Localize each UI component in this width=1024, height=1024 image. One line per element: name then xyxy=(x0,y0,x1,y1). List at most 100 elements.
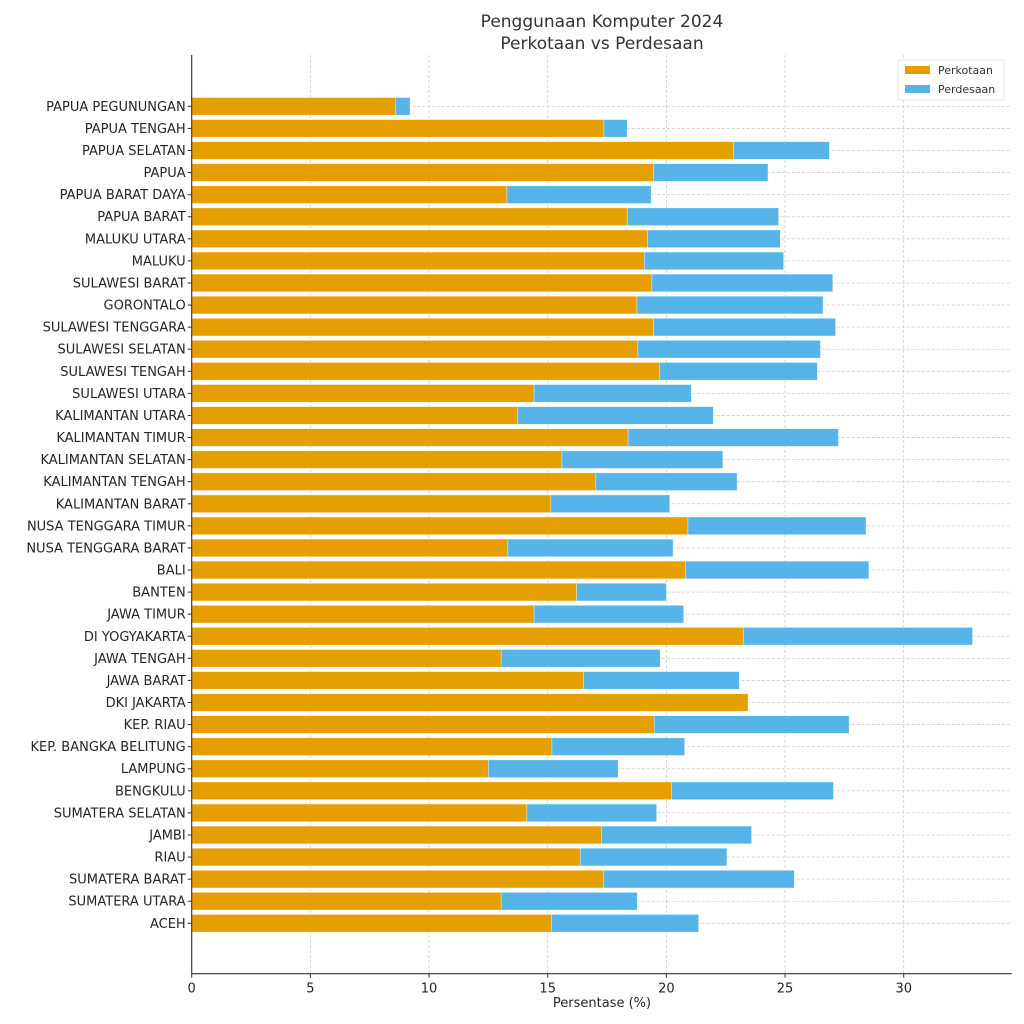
y-tick-label: ACEH xyxy=(150,917,186,932)
y-tick-label: JAWA TENGAH xyxy=(93,652,186,667)
bar-perdesaan xyxy=(550,494,670,513)
bar-perdesaan xyxy=(595,472,738,491)
bar-perdesaan xyxy=(603,119,628,138)
bar-perdesaan xyxy=(395,97,411,116)
y-tick-label: KALIMANTAN TIMUR xyxy=(56,431,185,446)
bar-perdesaan xyxy=(653,318,836,337)
bar-perdesaan xyxy=(637,340,821,359)
bar-perdesaan xyxy=(687,516,867,535)
bar-perdesaan xyxy=(685,560,870,580)
bar-perkotaan xyxy=(191,803,528,823)
x-tick-label: 10 xyxy=(421,982,438,997)
bar-perdesaan xyxy=(742,627,973,646)
bar-perkotaan xyxy=(191,892,502,911)
bar-perdesaan xyxy=(579,847,728,867)
bar-perdesaan xyxy=(647,229,781,248)
legend-swatch-perdesaan xyxy=(905,85,930,93)
bar-perkotaan xyxy=(191,494,552,513)
bar-perkotaan xyxy=(191,450,563,469)
bar-perdesaan xyxy=(583,671,740,690)
bar-perkotaan xyxy=(191,737,553,756)
legend: Perkotaan Perdesaan xyxy=(897,59,1005,101)
y-tick-label: RIAU xyxy=(154,851,185,866)
bar-perdesaan xyxy=(500,892,638,911)
x-tick-label: 5 xyxy=(306,982,314,997)
bar-perdesaan xyxy=(651,273,834,293)
y-tick-label: SULAWESI TENGAH xyxy=(60,365,185,380)
bar-perkotaan xyxy=(191,273,653,293)
y-tick-label: SULAWESI SELATAN xyxy=(57,343,185,358)
bar-perdesaan xyxy=(733,141,830,160)
x-tick-label: 30 xyxy=(895,982,912,997)
bar-perkotaan xyxy=(191,207,628,226)
bar-perkotaan xyxy=(191,119,605,138)
bar-perdesaan xyxy=(626,207,779,226)
x-tick-label: 20 xyxy=(658,982,675,997)
chart-title-line-1: Penggunaan Komputer 2024 xyxy=(481,12,724,32)
bar-perkotaan xyxy=(191,781,672,800)
y-tick-label: KEP. RIAU xyxy=(124,718,186,733)
bar-perkotaan xyxy=(191,318,654,337)
bar-perkotaan xyxy=(191,163,654,182)
bar-perkotaan xyxy=(191,693,749,712)
bar-perdesaan xyxy=(500,649,661,668)
bar-perdesaan xyxy=(653,715,850,734)
bar-perdesaan xyxy=(653,163,769,182)
bar-perdesaan xyxy=(627,428,839,447)
bar-perkotaan xyxy=(191,671,584,690)
bar-perdesaan xyxy=(644,251,784,271)
bar-perkotaan xyxy=(191,870,604,889)
bar-perkotaan xyxy=(191,141,734,160)
y-tick-label: GORONTALO xyxy=(104,299,186,314)
bar-perdesaan xyxy=(551,914,699,933)
y-tick-label: KALIMANTAN BARAT xyxy=(56,497,186,512)
y-tick-label: JAMBI xyxy=(148,828,185,843)
y-tick-label: BALI xyxy=(157,564,186,579)
y-tick-label: KALIMANTAN UTARA xyxy=(55,409,186,424)
bar-perdesaan xyxy=(603,870,795,889)
x-tick-label: 25 xyxy=(777,982,794,997)
legend-swatch-perkotaan xyxy=(905,66,930,74)
y-tick-label: SUMATERA UTARA xyxy=(68,895,185,910)
legend-label-perdesaan: Perdesaan xyxy=(938,83,995,96)
bar-perkotaan xyxy=(191,229,648,248)
bar-perkotaan xyxy=(191,627,744,646)
y-tick-label: PAPUA BARAT DAYA xyxy=(60,188,186,203)
bar-perkotaan xyxy=(191,914,553,933)
bar-perkotaan xyxy=(191,649,502,668)
bar-perdesaan xyxy=(601,825,752,845)
bar-perdesaan xyxy=(517,406,714,425)
bar-perkotaan xyxy=(191,384,535,403)
y-tick-label: BANTEN xyxy=(132,586,185,601)
bar-perdesaan xyxy=(576,582,667,602)
bar-perdesaan xyxy=(533,605,684,624)
bar-perkotaan xyxy=(191,295,638,315)
y-tick-label: KALIMANTAN TENGAH xyxy=(43,475,185,490)
y-tick-label: SUMATERA SELATAN xyxy=(54,806,186,821)
x-axis-label: Persentase (%) xyxy=(553,996,651,1011)
y-tick-label: NUSA TENGGARA BARAT xyxy=(26,541,185,556)
bar-perkotaan xyxy=(191,825,602,845)
bar-perkotaan xyxy=(191,715,655,734)
bar-perdesaan xyxy=(506,185,652,204)
bar-perkotaan xyxy=(191,340,639,359)
y-tick-label: DKI JAKARTA xyxy=(106,696,186,711)
bar-perkotaan xyxy=(191,406,518,425)
bar-perkotaan xyxy=(191,605,535,624)
bar-perdesaan xyxy=(659,362,818,381)
y-tick-label: SULAWESI UTARA xyxy=(72,387,186,402)
y-tick-label: KEP. BANGKA BELITUNG xyxy=(30,740,185,755)
bar-perkotaan xyxy=(191,97,397,116)
y-tick-label: LAMPUNG xyxy=(121,762,186,777)
bar-perdesaan xyxy=(533,384,692,403)
bar-perkotaan xyxy=(191,472,597,491)
bar-perkotaan xyxy=(191,185,508,204)
y-tick-label: PAPUA PEGUNUNGAN xyxy=(46,100,186,115)
bar-perkotaan xyxy=(191,847,581,867)
bar-perdesaan xyxy=(488,759,619,778)
y-tick-label: PAPUA xyxy=(144,166,186,181)
y-tick-label: SUMATERA BARAT xyxy=(69,873,186,888)
bar-perkotaan xyxy=(191,516,689,535)
y-tick-label: KALIMANTAN SELATAN xyxy=(40,453,185,468)
